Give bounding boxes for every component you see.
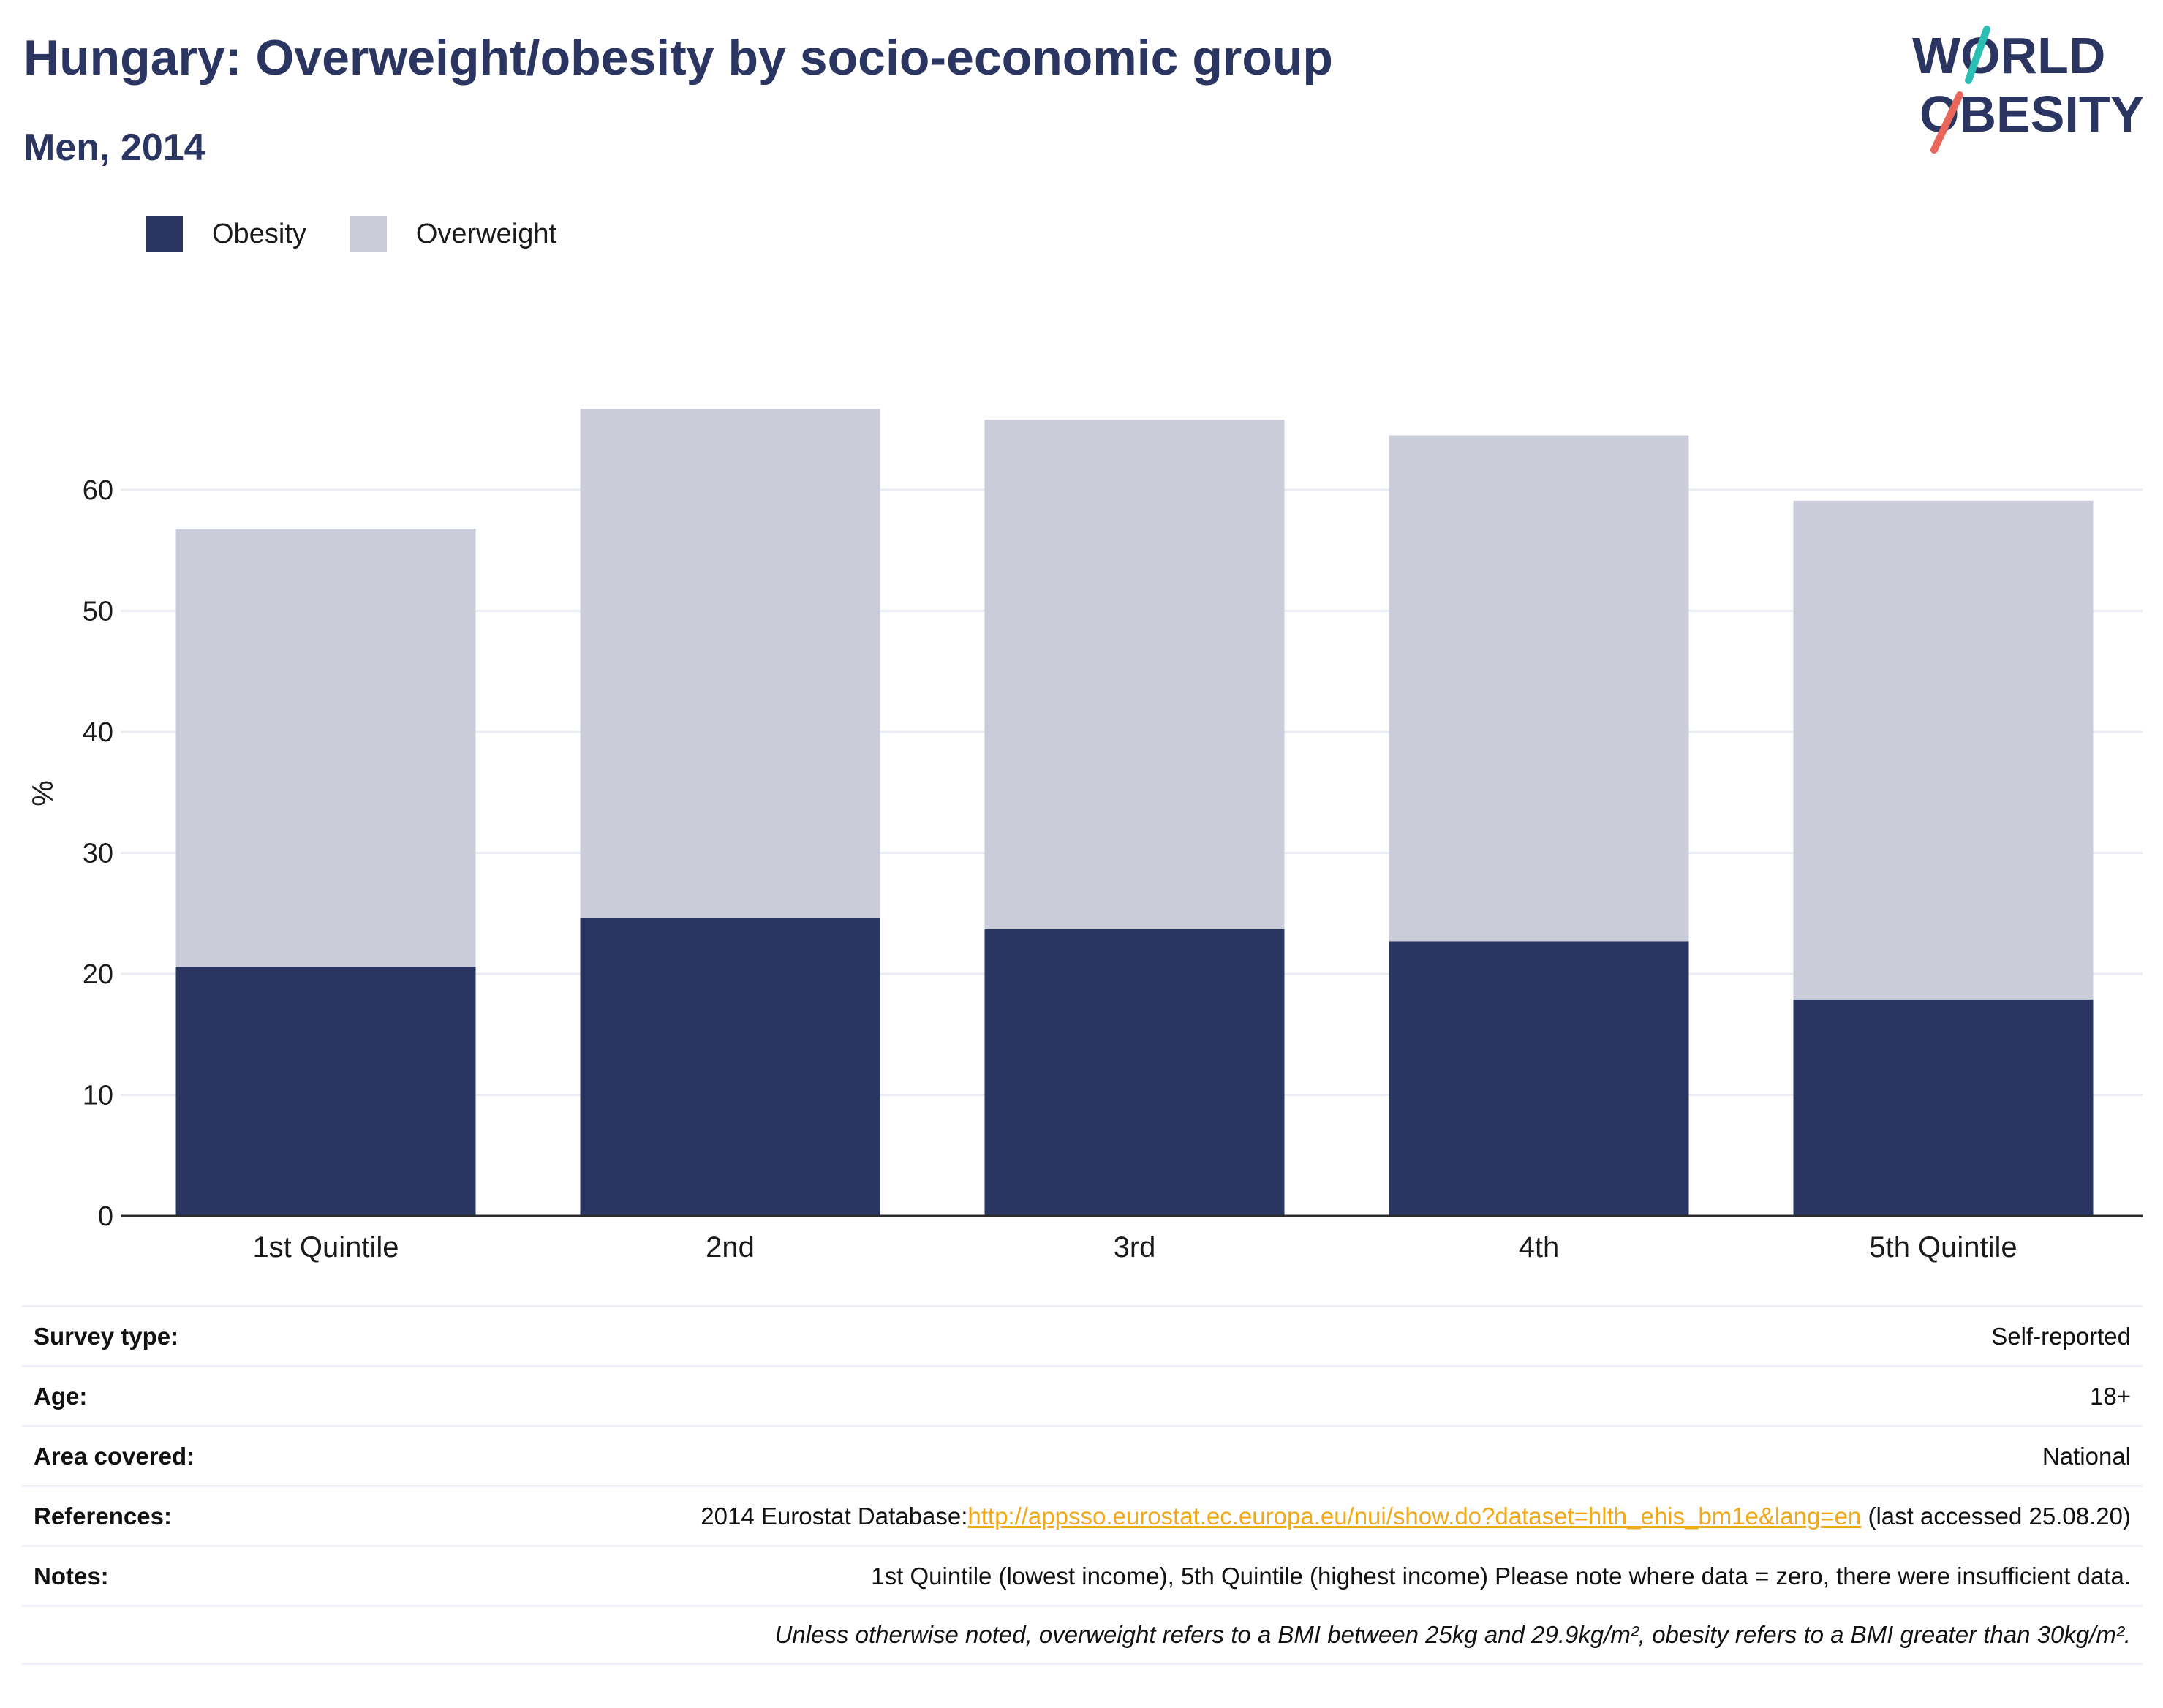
x-tick-label: 1st Quintile (252, 1231, 399, 1263)
info-row-age: Age: 18+ (22, 1365, 2143, 1425)
stacked-bar-chart: 0 10 20 30 40 50 60 1st Quintile 2nd 3rd 4th 5th Q… (27, 409, 2143, 1263)
bar-overweight-1[interactable] (175, 528, 476, 967)
bar-obesity-5[interactable] (1793, 999, 2094, 1216)
page-title: Hungary: Overweight/obesity by socio-eco… (23, 30, 1333, 86)
legend-item-obesity[interactable]: Obesity (146, 216, 306, 252)
info-row-definition: Unless otherwise noted, overweight refer… (22, 1605, 2143, 1665)
x-tick-label: 4th (1519, 1231, 1560, 1263)
info-label: References: (34, 1502, 172, 1530)
reference-suffix: (last accessed 25.08.20) (1861, 1502, 2131, 1530)
info-label: Age: (34, 1382, 88, 1410)
reference-prefix: 2014 Eurostat Database: (701, 1502, 968, 1530)
y-tick-labels: 0 10 20 30 40 50 60 (83, 475, 113, 1232)
y-tick-label: 10 (83, 1081, 113, 1111)
legend-label-obesity: Obesity (212, 218, 306, 249)
bar-obesity-1[interactable] (175, 967, 476, 1216)
info-row-references: References: 2014 Eurostat Database:http:… (22, 1485, 2143, 1545)
info-value: 2014 Eurostat Database:http://appsso.eur… (701, 1503, 2131, 1530)
info-value: National (2042, 1442, 2131, 1470)
info-value: 18+ (2090, 1382, 2131, 1410)
y-tick-label: 50 (83, 597, 113, 627)
info-value: Unless otherwise noted, overweight refer… (774, 1621, 2131, 1648)
info-value: 1st Quintile (lowest income), 5th Quinti… (871, 1562, 2131, 1590)
info-label: Survey type: (34, 1322, 179, 1350)
info-row-area-covered: Area covered: National (22, 1425, 2143, 1485)
y-axis-label: % (27, 780, 59, 806)
x-tick-label: 2nd (706, 1231, 755, 1263)
bar-obesity-3[interactable] (984, 929, 1285, 1216)
chart-legend: Obesity Overweight (146, 216, 600, 252)
x-tick-label: 3rd (1114, 1231, 1156, 1263)
bar-overweight-5[interactable] (1793, 500, 2094, 1000)
y-tick-label: 30 (83, 839, 113, 869)
bars (175, 409, 2094, 1216)
page-subtitle: Men, 2014 (23, 126, 205, 169)
info-label: Area covered: (34, 1442, 195, 1470)
bar-obesity-2[interactable] (580, 918, 880, 1216)
info-row-survey-type: Survey type: Self-reported (22, 1305, 2143, 1365)
y-tick-label: 40 (83, 717, 113, 748)
logo-coral-slash (1930, 91, 1963, 154)
info-label: Notes: (34, 1562, 109, 1590)
info-row-notes: Notes: 1st Quintile (lowest income), 5th… (22, 1545, 2143, 1605)
info-value: Self-reported (1991, 1322, 2131, 1350)
bar-overweight-3[interactable] (984, 420, 1285, 929)
x-tick-label: 5th Quintile (1869, 1231, 2017, 1263)
legend-label-overweight: Overweight (415, 218, 557, 249)
bar-obesity-4[interactable] (1389, 941, 1689, 1216)
bar-overweight-2[interactable] (580, 409, 880, 918)
y-tick-label: 0 (98, 1201, 113, 1232)
logo-line1: WORLD (1912, 27, 2105, 84)
y-tick-label: 60 (83, 475, 113, 506)
legend-item-overweight[interactable]: Overweight (350, 216, 556, 252)
x-tick-labels: 1st Quintile 2nd 3rd 4th 5th Quintile (252, 1231, 2017, 1263)
legend-swatch-overweight (350, 216, 387, 252)
y-tick-label: 20 (83, 959, 113, 990)
logo-teal-slash (1965, 26, 1990, 84)
reference-link[interactable]: http://appsso.eurostat.ec.europa.eu/nui/… (967, 1502, 1862, 1530)
info-table: Survey type: Self-reported Age: 18+ Area… (22, 1305, 2143, 1665)
legend-swatch-obesity (146, 216, 183, 252)
world-obesity-logo: WORLD OBESITY (1912, 26, 2144, 154)
bar-overweight-4[interactable] (1389, 435, 1689, 942)
